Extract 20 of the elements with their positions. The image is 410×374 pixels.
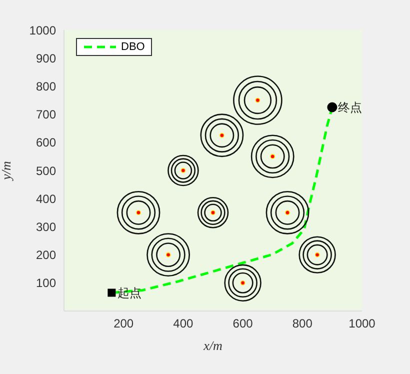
x-tick-label: 1000 bbox=[348, 316, 376, 331]
y-tick-label: 200 bbox=[36, 248, 56, 262]
x-tick-label: 600 bbox=[232, 316, 254, 331]
y-tick-label: 500 bbox=[36, 164, 56, 178]
y-tick-label: 1000 bbox=[29, 23, 56, 38]
x-tick-label: 200 bbox=[114, 316, 134, 331]
y-tick-label: 800 bbox=[36, 79, 56, 94]
annotation: 起点 bbox=[118, 286, 142, 300]
x-tick-label: 800 bbox=[292, 316, 313, 331]
y-tick-label: 900 bbox=[36, 51, 56, 66]
annotation: 终点 bbox=[338, 100, 362, 115]
x-tick-label: 400 bbox=[173, 316, 194, 331]
y-tick-label: 100 bbox=[36, 276, 56, 290]
y-tick-label: 600 bbox=[36, 136, 56, 150]
y-tick-label: 400 bbox=[36, 192, 56, 206]
y-tick-label: 300 bbox=[36, 220, 56, 234]
y-tick-label: 700 bbox=[36, 108, 56, 122]
y-axis-title: y/m bbox=[0, 161, 14, 182]
legend-label: DBO bbox=[121, 41, 145, 53]
x-axis-title: x/m bbox=[202, 338, 222, 353]
